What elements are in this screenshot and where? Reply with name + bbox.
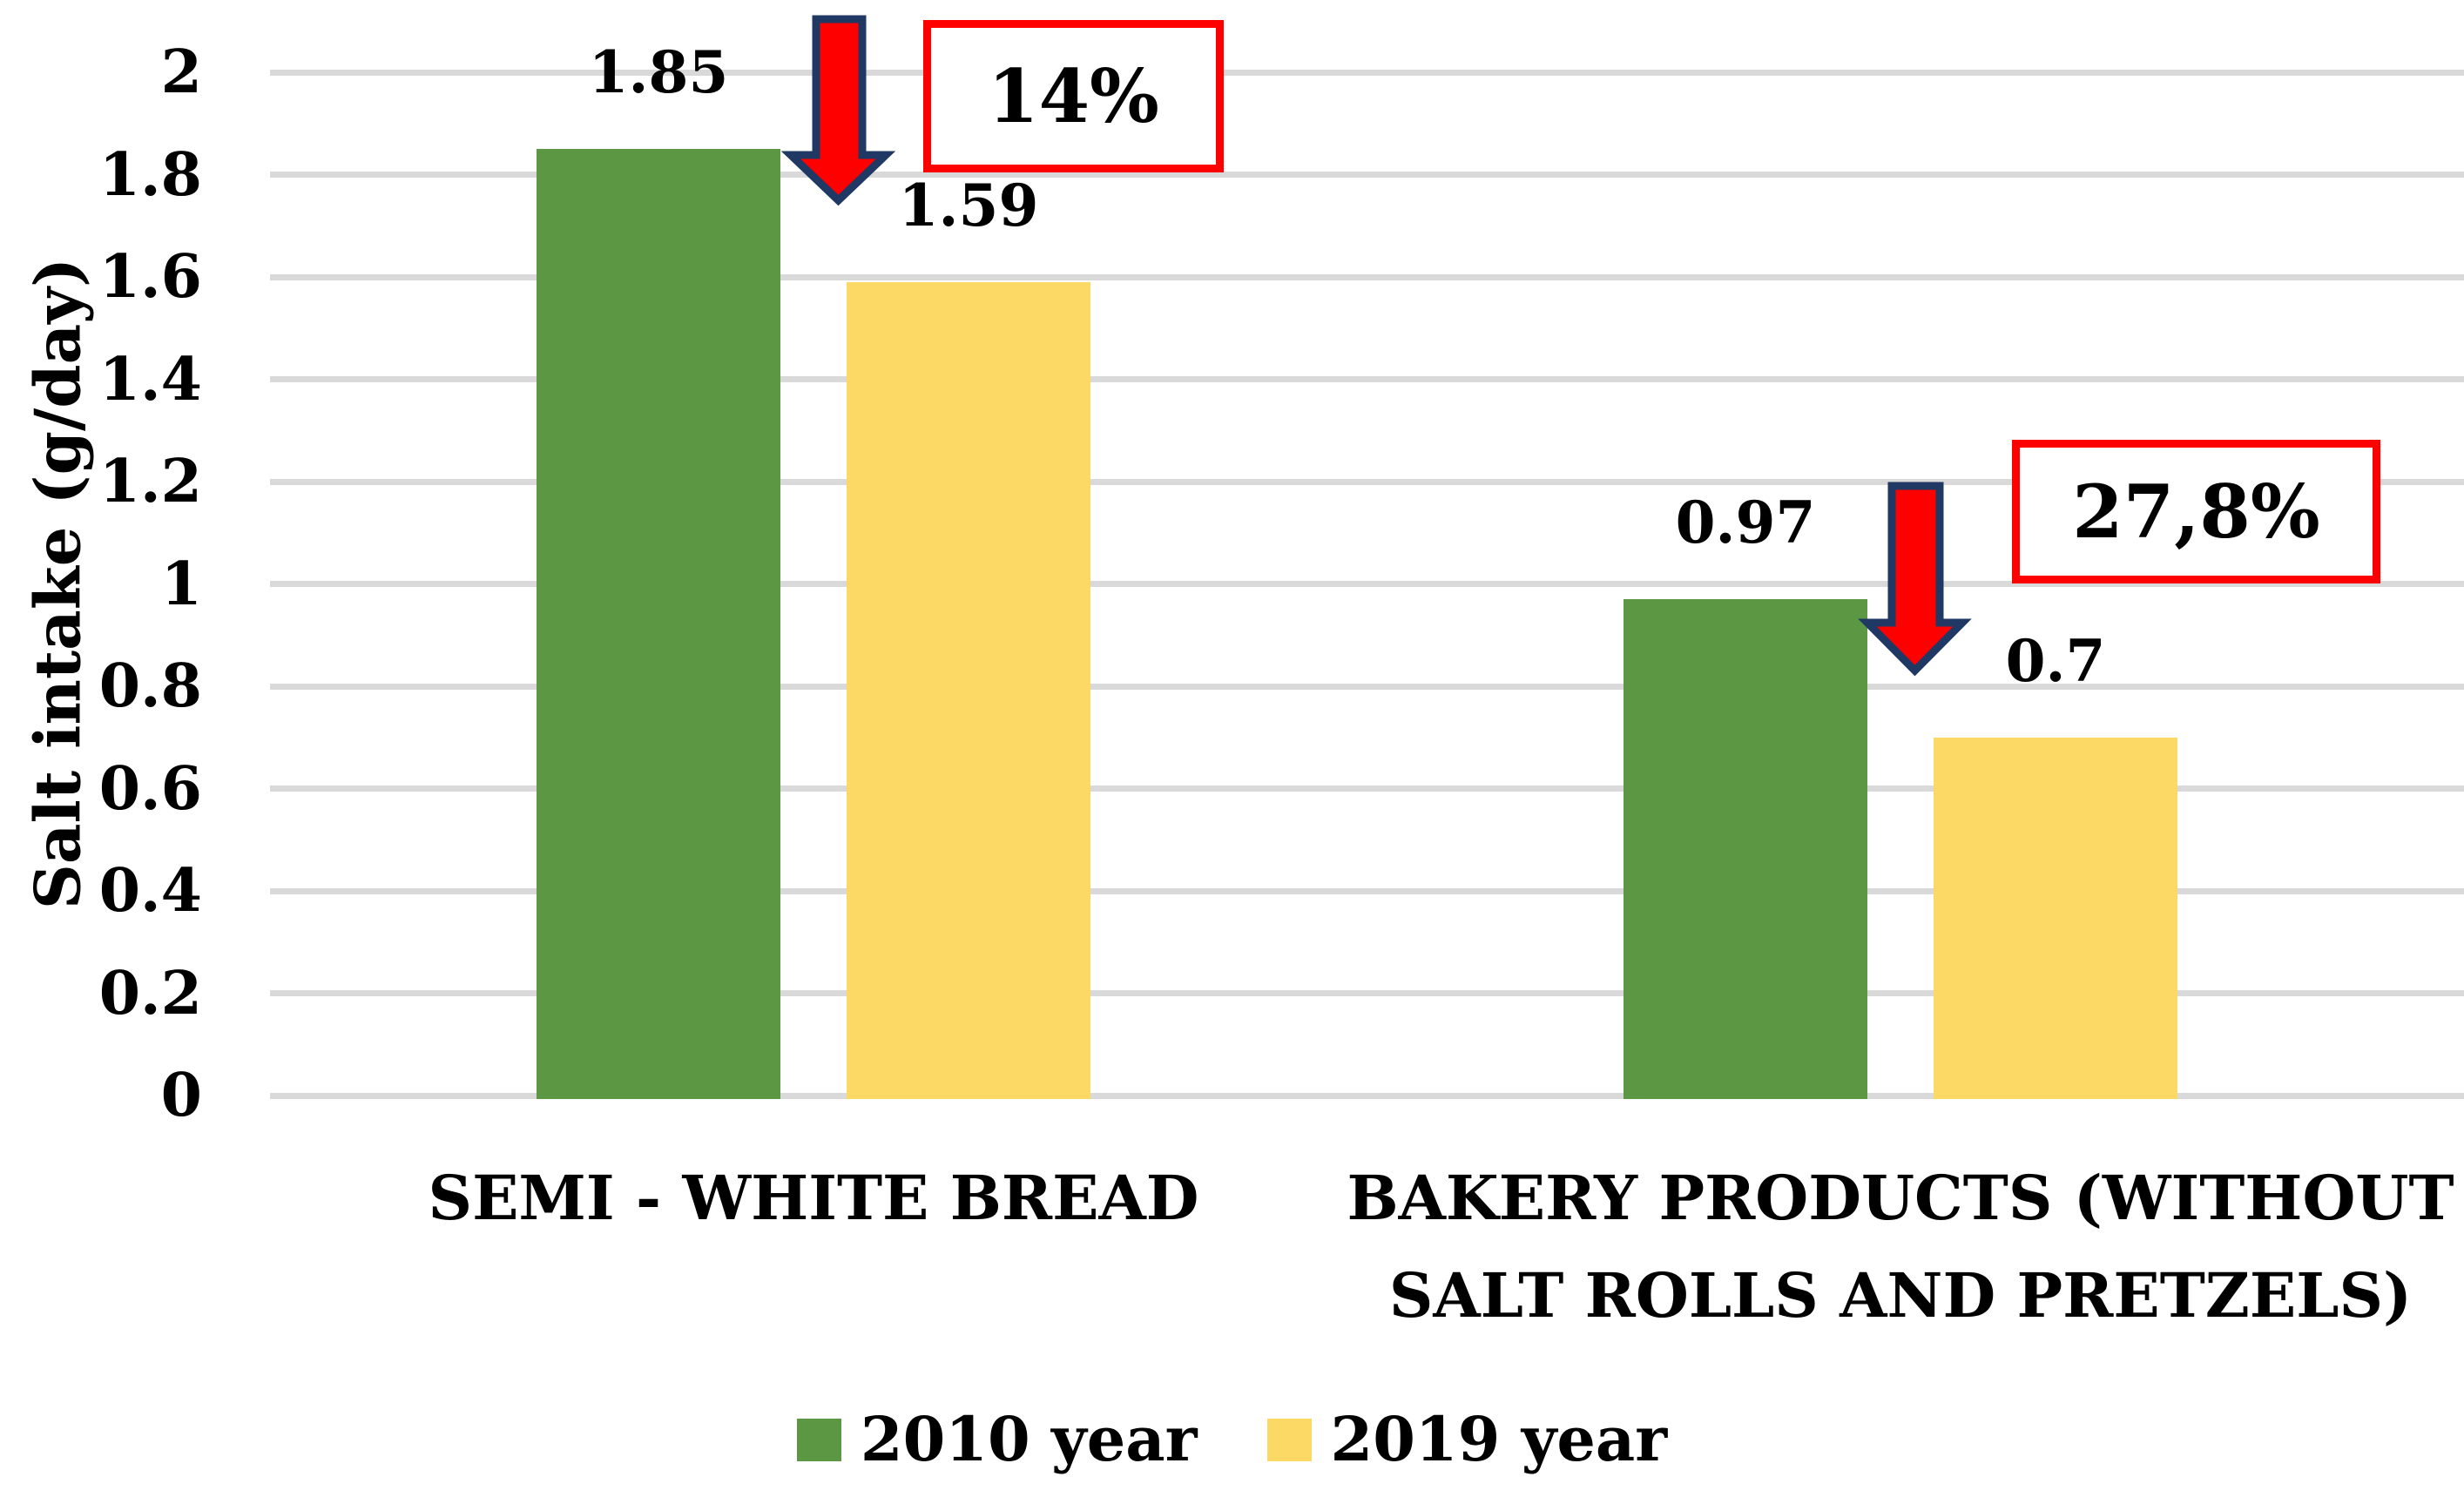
- percent-change-text: 14%: [988, 53, 1159, 139]
- y-tick-label: 2: [160, 37, 202, 107]
- y-tick-label: 0.8: [98, 651, 202, 721]
- gridline: [270, 887, 2464, 894]
- category-label-line: SEMI - WHITE BREAD: [428, 1162, 1199, 1234]
- decrease-arrow-icon: [1858, 482, 1972, 677]
- y-tick-label: 1.2: [98, 447, 202, 516]
- y-tick-label: 0.2: [98, 958, 202, 1028]
- gridline: [270, 990, 2464, 996]
- data-label: 1.59: [898, 171, 1039, 239]
- percent-change-text: 27,8%: [2072, 469, 2320, 555]
- gridline: [270, 376, 2464, 382]
- gridline: [270, 683, 2464, 690]
- legend: 2010 year 2019 year: [0, 1409, 2464, 1470]
- y-tick-label: 0.4: [98, 856, 202, 926]
- decrease-arrow-icon: [780, 15, 896, 206]
- gridline: [270, 69, 2464, 76]
- gridline: [270, 786, 2464, 792]
- category-label-1: BAKERY PRODUCTS (WITHOUT SALT ROLLS AND P…: [1347, 1150, 2454, 1345]
- data-label: 0.97: [1675, 489, 1816, 557]
- percent-change-box: 14%: [923, 20, 1224, 172]
- bar-2010-year-1: [1624, 599, 1867, 1099]
- bar-2010-year-0: [537, 149, 780, 1099]
- y-tick-label: 0: [160, 1061, 202, 1130]
- gridline: [270, 581, 2464, 587]
- data-label: 0.7: [2005, 626, 2106, 695]
- category-label-line: BAKERY PRODUCTS (WITHOUT: [1347, 1162, 2454, 1234]
- y-tick-label: 0.6: [98, 753, 202, 824]
- legend-item-2010-year: 2010 year: [796, 1403, 1198, 1475]
- y-tick-label: 1: [160, 549, 202, 619]
- gridline: [270, 273, 2464, 280]
- category-label-0: SEMI - WHITE BREAD: [429, 1150, 1199, 1247]
- gridline: [270, 172, 2464, 178]
- legend-item-2019-year: 2019 year: [1266, 1403, 1668, 1475]
- gridline: [270, 1092, 2464, 1099]
- bar-2019-year-1: [1934, 737, 2177, 1099]
- legend-label: 2019 year: [1330, 1403, 1668, 1475]
- legend-label: 2010 year: [860, 1403, 1198, 1475]
- percent-change-box: 27,8%: [2012, 440, 2380, 583]
- gridline: [270, 478, 2464, 485]
- category-label-line: SALT ROLLS AND PRETZELS): [1388, 1259, 2413, 1332]
- data-label: 1.85: [588, 38, 729, 107]
- bar-2019-year-0: [847, 281, 1090, 1099]
- y-tick-label: 1.4: [98, 344, 202, 415]
- y-axis-title: Salt intake (g/day): [20, 257, 95, 910]
- legend-swatch-icon: [796, 1418, 841, 1461]
- y-tick-label: 1.6: [98, 242, 202, 312]
- legend-swatch-icon: [1266, 1418, 1312, 1461]
- y-tick-label: 1.8: [98, 139, 202, 210]
